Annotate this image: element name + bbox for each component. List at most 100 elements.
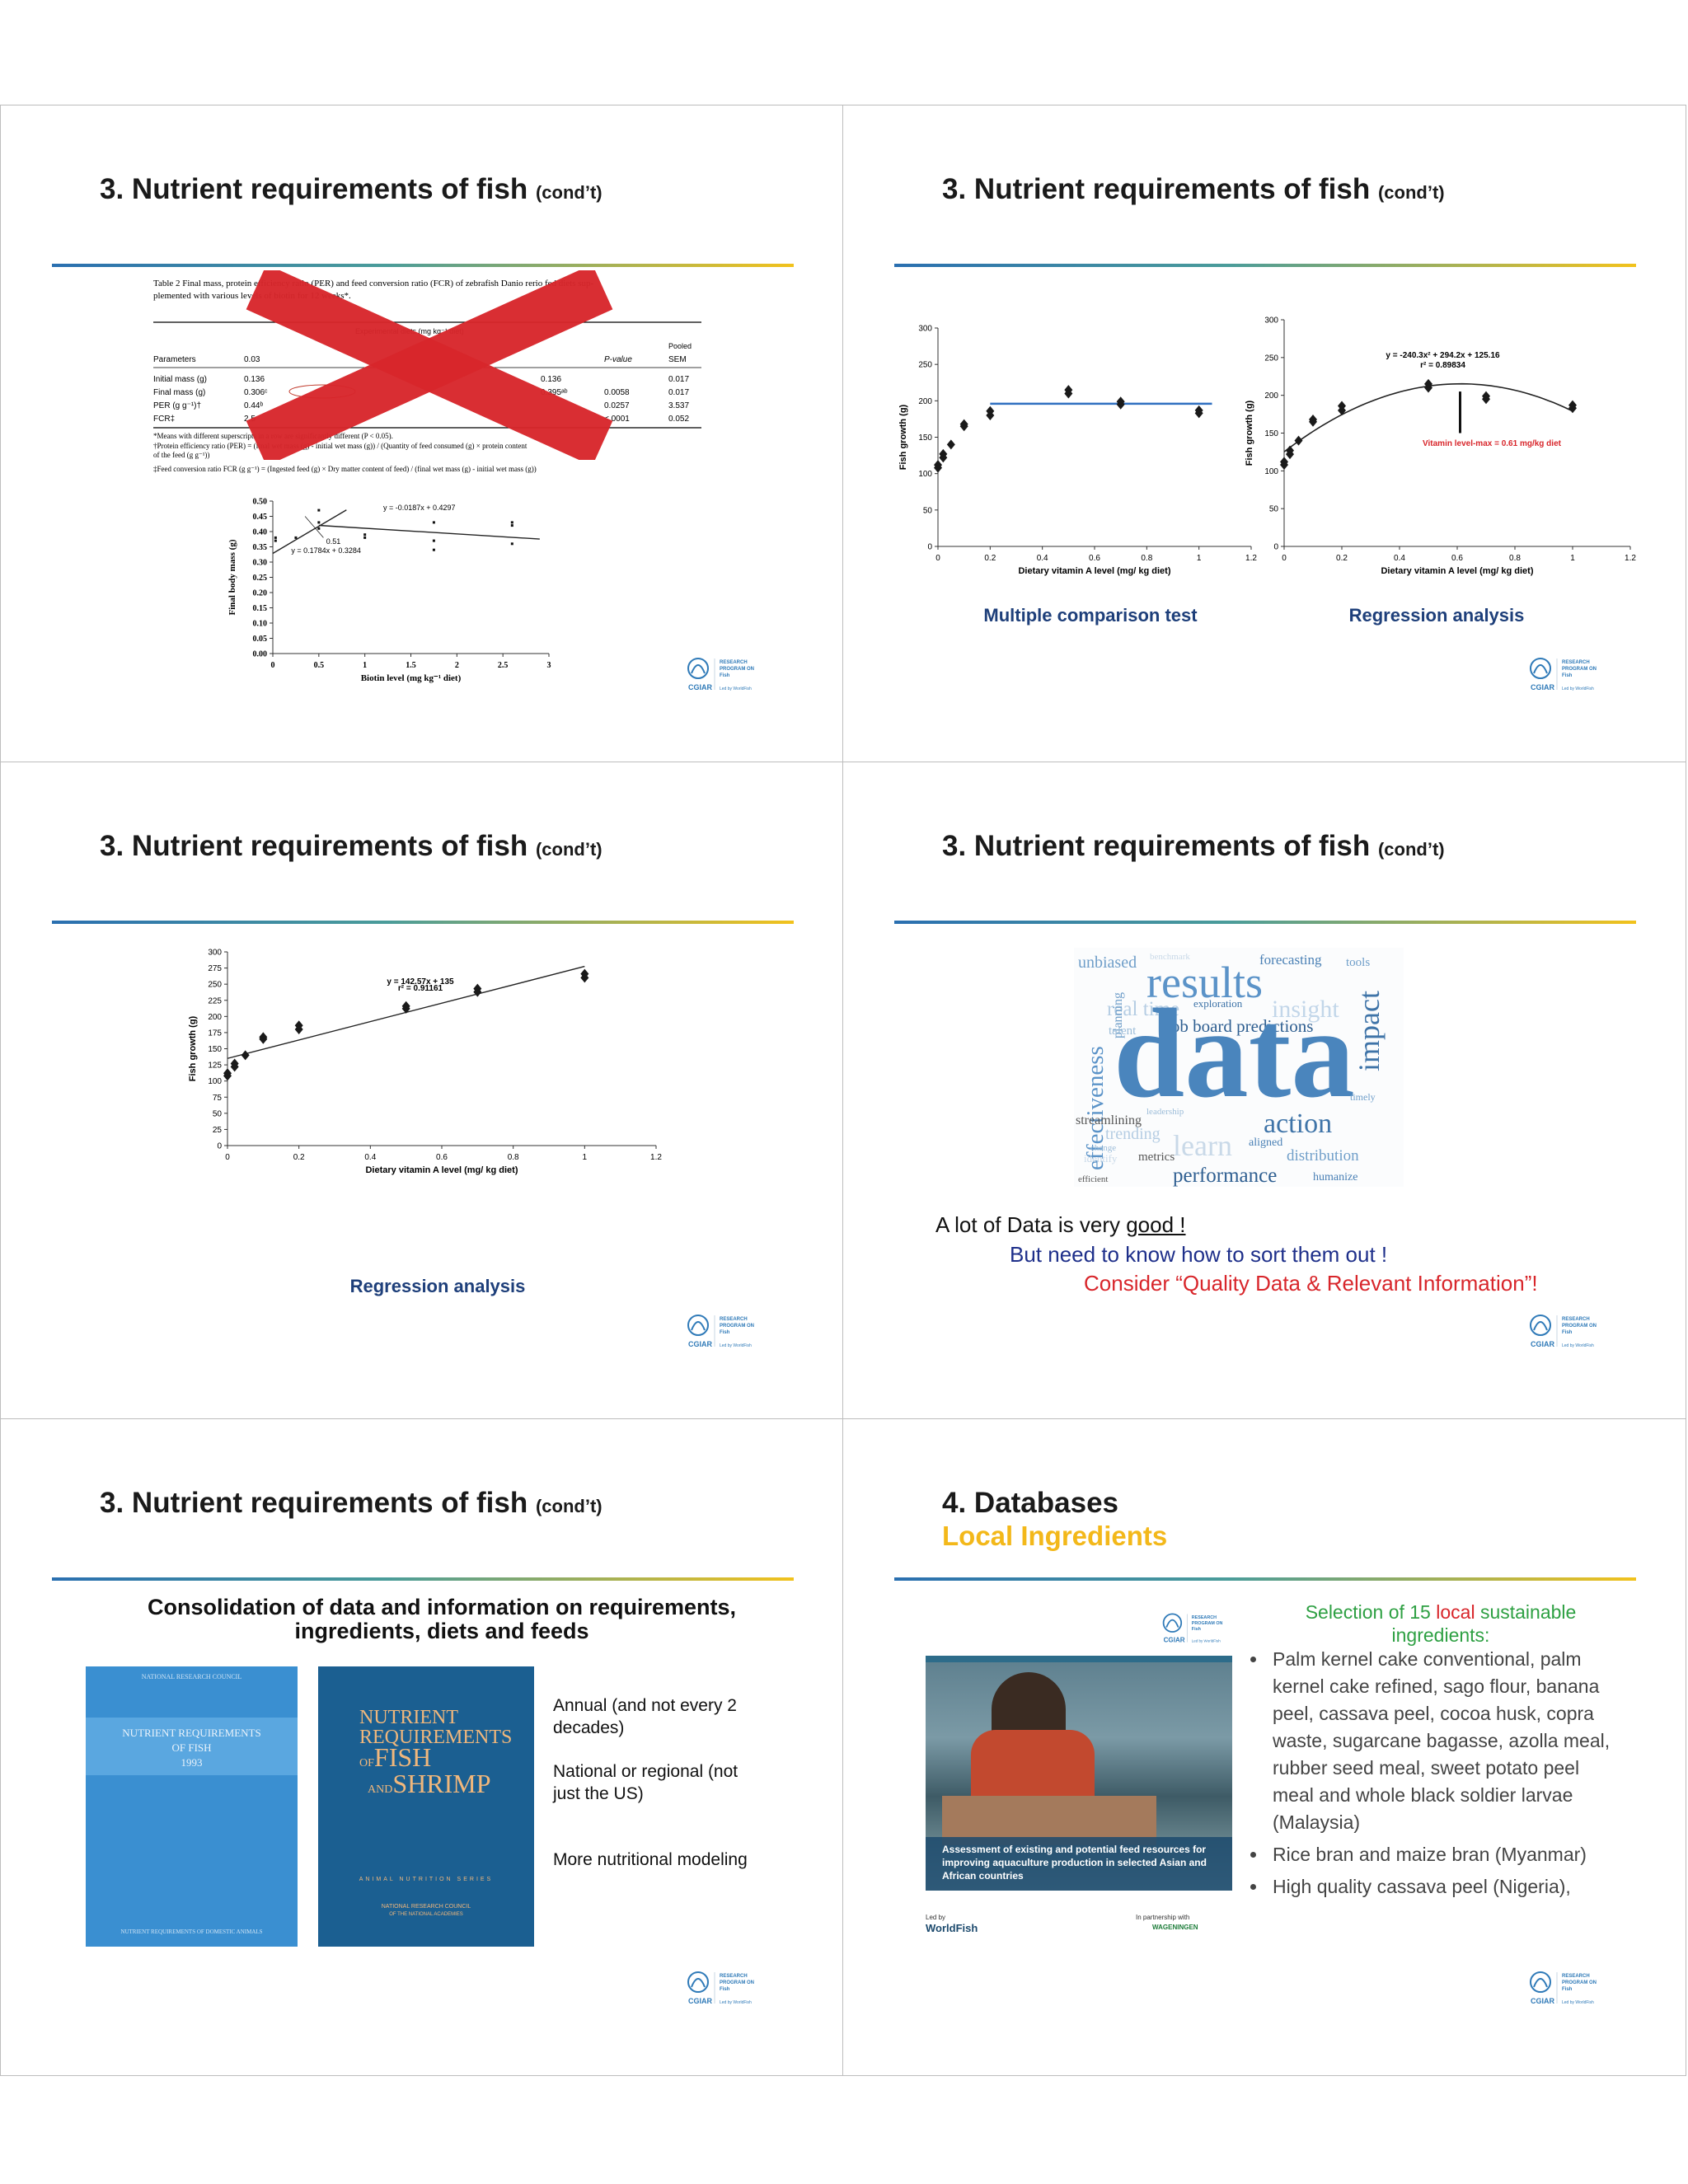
svg-text:0.017: 0.017 xyxy=(668,388,689,397)
svg-text:FCR‡: FCR‡ xyxy=(153,415,175,424)
led-by-label: Led by WorldFish xyxy=(720,1343,752,1348)
program-label: RESEARCH xyxy=(1562,1974,1590,1979)
led-by-label: Led by WorldFish xyxy=(720,2000,752,2005)
slide-title: 3. Nutrient requirements of fish (cond’t… xyxy=(942,173,1445,205)
data-point xyxy=(934,460,942,471)
data-point xyxy=(241,1050,250,1061)
y-tick-label: 300 xyxy=(1264,316,1278,326)
y-tick-label: 200 xyxy=(208,1013,222,1022)
y-tick-label: 100 xyxy=(1264,467,1278,476)
y-tick-label: 0.20 xyxy=(253,589,268,598)
program-label: PROGRAM ON xyxy=(1192,1621,1223,1626)
x-tick-label: 3 xyxy=(547,661,551,670)
y-tick-label: 0 xyxy=(927,543,932,552)
svg-text:0.44ᵇ: 0.44ᵇ xyxy=(244,401,263,410)
data-point xyxy=(363,533,367,537)
program-label: Fish xyxy=(1562,673,1573,678)
data-point xyxy=(1286,445,1294,456)
multiple-comparison-chart: 0 0.2 0.4 0.6 0.8 1 1.2 0 50 100 150 200 250 300 Dieta… xyxy=(898,325,1257,577)
book-cover-nrc-1993: NATIONAL RESEARCH COUNCIL NUTRIENT REQUI… xyxy=(86,1666,298,1947)
y-tick-label: 250 xyxy=(918,361,932,370)
svg-text:PER (g g⁻¹)†: PER (g g⁻¹)† xyxy=(153,401,201,410)
quote-line-3: Consider “Quality Data & Relevant Inform… xyxy=(1084,1271,1538,1296)
y-tick-label: 0.40 xyxy=(253,528,268,537)
worldfish-logo: WorldFish xyxy=(926,1922,978,1934)
slide-title: 3. Nutrient requirements of fish (cond’t… xyxy=(100,1487,603,1519)
data-point xyxy=(363,536,367,539)
svg-text:learn: learn xyxy=(1173,1129,1232,1162)
svg-text:SEM: SEM xyxy=(668,355,687,364)
slide-1: 3. Nutrient requirements of fish (cond’t… xyxy=(0,105,844,762)
y-tick-label: 0.45 xyxy=(253,513,268,522)
ingredients-heading: Selection of 15 local sustainable ingredi… xyxy=(1305,1601,1577,1646)
svg-text:0.0257: 0.0257 xyxy=(604,401,630,410)
svg-text:talent: talent xyxy=(1109,1024,1137,1038)
y-tick-label: 225 xyxy=(208,996,222,1005)
svg-text:unbiased: unbiased xyxy=(1078,954,1137,972)
y-tick-label: 0.35 xyxy=(253,543,268,552)
cgiar-logo: CGIAR RESEARCH PROGRAM ON Fish Led by WorldF… xyxy=(1527,1310,1610,1360)
title-divider xyxy=(52,921,794,924)
data-point xyxy=(1338,401,1346,411)
y-tick-label: 0 xyxy=(217,1142,222,1151)
data-point xyxy=(432,521,435,524)
cgiar-emblem-icon xyxy=(687,1971,709,1993)
cgiar-logo: CGIAR RESEARCH PROGRAM ON Fish Led by WorldF… xyxy=(685,654,767,703)
data-point xyxy=(432,539,435,542)
y-tick-label: 0.10 xyxy=(253,620,268,629)
x-tick-label: 0.6 xyxy=(1089,554,1100,563)
data-point xyxy=(230,1058,239,1069)
slide-subtitle: Local Ingredients xyxy=(942,1521,1168,1551)
program-label: RESEARCH xyxy=(1562,660,1590,665)
cgiar-emblem-icon xyxy=(687,1315,709,1336)
program-label: Fish xyxy=(1562,1987,1573,1992)
y-tick-label: 0.50 xyxy=(253,498,268,507)
svg-text:trending: trending xyxy=(1105,1125,1160,1143)
data-point xyxy=(1116,396,1125,407)
cross-out-mark xyxy=(246,270,613,460)
program-label: PROGRAM ON xyxy=(720,667,754,672)
svg-text:timely: timely xyxy=(1350,1091,1376,1103)
cgiar-label: CGIAR xyxy=(688,683,713,691)
slide-title: 3. Nutrient requirements of fish (cond’t… xyxy=(100,830,603,862)
y-tick-label: 175 xyxy=(208,1029,222,1038)
svg-text:identify: identify xyxy=(1084,1152,1118,1165)
cgiar-emblem-icon xyxy=(1530,658,1551,679)
y-tick-label: 0 xyxy=(1273,543,1278,552)
svg-text:exploration: exploration xyxy=(1193,997,1243,1010)
y-tick-label: 200 xyxy=(1264,391,1278,401)
point-national: National or regional (not just the US) xyxy=(553,1762,738,1803)
x-tick-label: 0 xyxy=(1282,554,1287,563)
data-point xyxy=(1064,385,1073,396)
y-tick-label: 0.25 xyxy=(253,574,268,583)
x-tick-label: 0.6 xyxy=(1451,554,1463,563)
list-item: High quality cassava peel (Nigeria), xyxy=(1268,1873,1622,1900)
program-label: Fish xyxy=(720,1330,730,1335)
slide-title: 4. Databases xyxy=(942,1487,1119,1519)
book-cover-fish-shrimp: NUTRIENT REQUIREMENTS OFFISH ANDSHRIMP AN… xyxy=(318,1666,534,1947)
x-axis-label: Dietary vitamin A level (mg/ kg diet) xyxy=(1018,566,1170,576)
x-tick-label: 0.6 xyxy=(436,1153,448,1162)
cgiar-label: CGIAR xyxy=(688,1340,713,1348)
svg-text:streamlining: streamlining xyxy=(1076,1113,1142,1127)
program-label: RESEARCH xyxy=(720,1974,748,1979)
list-item: Palm kernel cake conventional, palm kern… xyxy=(1268,1646,1622,1836)
y-tick-label: 0.00 xyxy=(253,650,268,659)
x-tick-label: 1 xyxy=(1570,554,1575,563)
x-tick-label: 1.2 xyxy=(1625,554,1636,563)
ingredients-list: Palm kernel cake conventional, palm kern… xyxy=(1250,1646,1622,1900)
caption-mct: Multiple comparison test xyxy=(983,605,1198,626)
svg-text:0.052: 0.052 xyxy=(668,415,689,424)
x-tick-label: 1 xyxy=(1197,554,1202,563)
data-point xyxy=(259,1032,268,1043)
vitamin-max-label: Vitamin level-max = 0.61 mg/kg diet xyxy=(1423,439,1562,448)
data-point xyxy=(274,536,277,539)
r-squared-label: r² = 0.89834 xyxy=(1420,361,1465,370)
x-tick-label: 2 xyxy=(455,661,459,670)
slide-5: 3. Nutrient requirements of fish (cond’t… xyxy=(0,1418,844,2076)
data-point xyxy=(1194,405,1203,415)
data-point xyxy=(274,539,277,542)
led-by-label: Led by WorldFish xyxy=(1562,2000,1594,2005)
y-tick-label: 0.30 xyxy=(253,559,268,568)
wageningen-logo: WAGENINGEN xyxy=(1152,1924,1198,1931)
